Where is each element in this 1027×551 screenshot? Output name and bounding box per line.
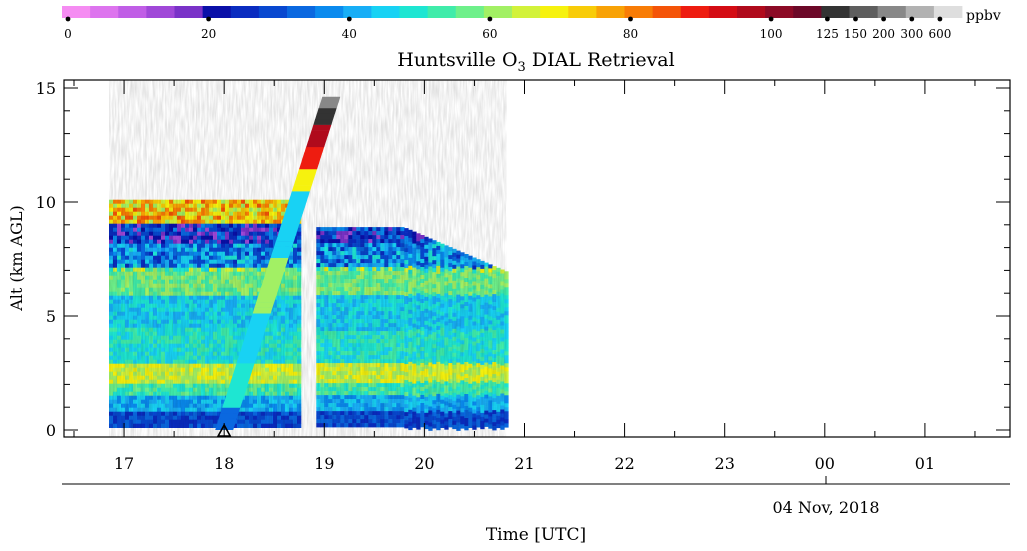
colorbar-tick-label: 40: [342, 27, 357, 41]
colorbar-cell: [62, 6, 91, 18]
colorbar-cell: [343, 6, 372, 18]
colorbar-tick-label: 60: [482, 27, 497, 41]
colorbar-tick-label: 200: [872, 27, 895, 41]
colorbar-cell: [174, 6, 204, 18]
colorbar-tick: [628, 16, 633, 22]
colorbar-cell: [877, 6, 907, 18]
colorbar-cell: [118, 6, 147, 18]
ozone-curtain: [109, 80, 509, 437]
colorbar-cell: [230, 6, 260, 18]
colorbar-cell: [512, 6, 541, 18]
colorbar-cells: [62, 6, 963, 18]
colorbar-unit: ppbv: [966, 8, 1001, 24]
colorbar-cell: [90, 6, 119, 18]
colorbar-ticks: 0 20 40 60 80 100 125 150 200 300 600: [64, 16, 951, 41]
colorbar-tick-label: 300: [900, 27, 923, 41]
title-main: Huntsville O: [397, 49, 517, 71]
colorbar-tick-label: 125: [816, 27, 839, 41]
colorbar-tick: [881, 16, 886, 22]
colorbar-tick: [346, 16, 352, 22]
colorbar-cell: [287, 6, 316, 18]
colorbar-tick-label: 0: [64, 27, 72, 41]
title-subscript: 3: [518, 60, 526, 75]
colorbar-cell: [483, 6, 513, 18]
colorbar-cell: [540, 6, 569, 18]
colorbar-cell: [737, 6, 766, 18]
colorbar-tick: [937, 16, 943, 22]
colorbar-tick-label: 100: [760, 27, 783, 41]
colorbar-cell: [652, 6, 682, 18]
colorbar-cell: [455, 6, 485, 18]
colorbar-cell: [399, 6, 429, 18]
colorbar-cell: [905, 6, 935, 18]
colorbar-cell: [568, 6, 597, 18]
colorbar-cell: [849, 6, 879, 18]
colorbar-cell: [793, 6, 822, 18]
colorbar-tick: [909, 16, 915, 22]
colorbar-tick: [487, 16, 493, 22]
colorbar-tick-label: 600: [928, 27, 951, 41]
colorbar-cell: [146, 6, 175, 18]
colorbar-tick: [206, 16, 212, 22]
colorbar-tick: [825, 16, 830, 22]
colorbar-tick-label: 150: [844, 27, 867, 41]
colorbar-cell: [315, 6, 344, 18]
colorbar-tick: [768, 16, 774, 22]
colorbar-cell: [624, 6, 654, 18]
colorbar-cell: [427, 6, 457, 18]
colorbar-cell: [596, 6, 625, 18]
colorbar-cell: [258, 6, 288, 18]
colorbar: 0 20 40 60 80 100 125 150 200 300 600 ppbv: [62, 6, 1001, 41]
colorbar-cell: [371, 6, 400, 18]
chart-title: Huntsville O3 DIAL Retrieval: [397, 49, 674, 75]
colorbar-tick-label: 20: [201, 27, 216, 41]
colorbar-cell: [202, 6, 232, 18]
colorbar-tick-label: 80: [623, 27, 638, 41]
colorbar-tick: [853, 16, 858, 22]
title-suffix: DIAL Retrieval: [526, 49, 675, 71]
colorbar-cell: [708, 6, 738, 18]
colorbar-cell: [821, 6, 850, 18]
colorbar-cell: [680, 6, 710, 18]
colorbar-cell: [765, 6, 794, 18]
colorbar-tick: [65, 16, 71, 22]
colorbar-cell: [933, 6, 963, 18]
